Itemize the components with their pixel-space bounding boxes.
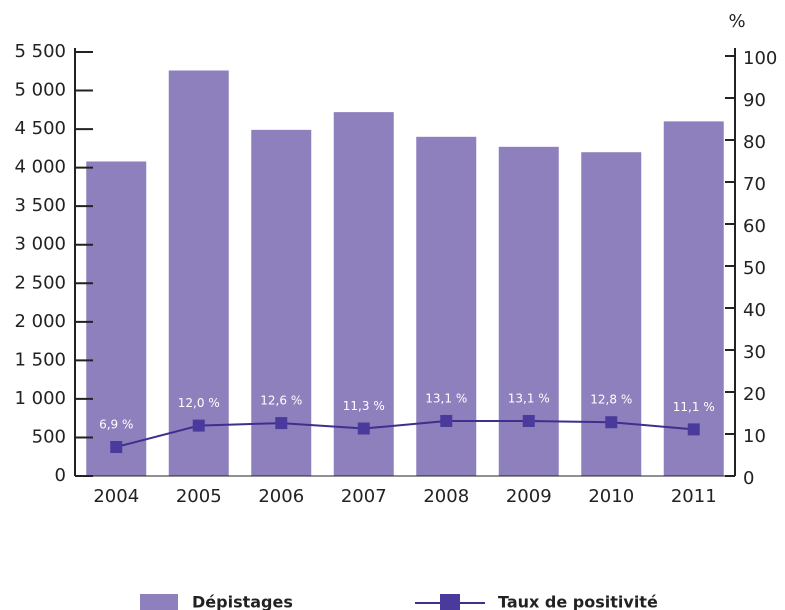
y-tick-label: 2 000 — [14, 311, 66, 332]
value-label: 12,6 % — [260, 394, 302, 408]
marker — [687, 423, 700, 436]
x-tick-label: 2007 — [341, 486, 387, 507]
y-tick-label: 500 — [32, 426, 66, 447]
value-label: 13,1 % — [425, 391, 467, 405]
y2-tick-label: 30 — [743, 342, 766, 363]
y-tick-label: 0 — [55, 465, 66, 486]
y2-tick-label: 50 — [743, 258, 766, 279]
value-label: 11,3 % — [343, 399, 385, 413]
y-tick-label: 5 000 — [14, 80, 66, 101]
y-tick-label: 5 500 — [14, 41, 66, 62]
y2-axis-title: % — [728, 11, 745, 32]
y-tick-label: 3 500 — [14, 195, 66, 216]
marker — [605, 416, 618, 429]
x-tick-label: 2011 — [671, 486, 717, 507]
bar — [86, 161, 147, 476]
y-tick-label: 1 500 — [14, 349, 66, 370]
x-tick-label: 2010 — [588, 486, 634, 507]
marker — [192, 419, 205, 432]
legend-label: Taux de positivité — [498, 593, 658, 610]
marker — [275, 417, 288, 430]
legend-swatch — [140, 594, 178, 610]
marker — [357, 422, 370, 435]
marker — [522, 414, 535, 427]
bar — [168, 70, 229, 476]
y-tick-label: 4 000 — [14, 157, 66, 178]
y2-tick-label: 0 — [743, 468, 754, 489]
y2-tick-label: 90 — [743, 90, 766, 111]
bar — [333, 112, 394, 476]
value-label: 6,9 % — [99, 418, 133, 432]
y-tick-label: 2 500 — [14, 272, 66, 293]
y2-tick-label: 20 — [743, 384, 766, 405]
x-tick-label: 2004 — [93, 486, 139, 507]
value-label: 12,8 % — [590, 393, 632, 407]
value-label: 12,0 % — [178, 396, 220, 410]
x-tick-label: 2005 — [176, 486, 222, 507]
line — [115, 419, 694, 448]
x-tick-label: 2008 — [423, 486, 469, 507]
legend-label: Dépistages — [192, 593, 293, 610]
y2-tick-label: 70 — [743, 174, 766, 195]
bar — [663, 121, 724, 476]
value-label: 13,1 % — [508, 391, 550, 405]
y2-tick-label: 10 — [743, 426, 766, 447]
x-tick-label: 2006 — [258, 486, 304, 507]
marker — [440, 414, 453, 427]
legend-swatch — [440, 594, 460, 610]
y2-tick-label: 100 — [743, 48, 777, 69]
y-tick-label: 3 000 — [14, 234, 66, 255]
y2-tick-label: 60 — [743, 216, 766, 237]
value-label: 11,1 % — [673, 400, 715, 414]
y-tick-label: 4 500 — [14, 118, 66, 139]
y-tick-label: 1 000 — [14, 388, 66, 409]
x-tick-label: 2009 — [506, 486, 552, 507]
y2-tick-label: 80 — [743, 132, 766, 153]
marker — [110, 441, 123, 454]
y2-tick-label: 40 — [743, 300, 766, 321]
